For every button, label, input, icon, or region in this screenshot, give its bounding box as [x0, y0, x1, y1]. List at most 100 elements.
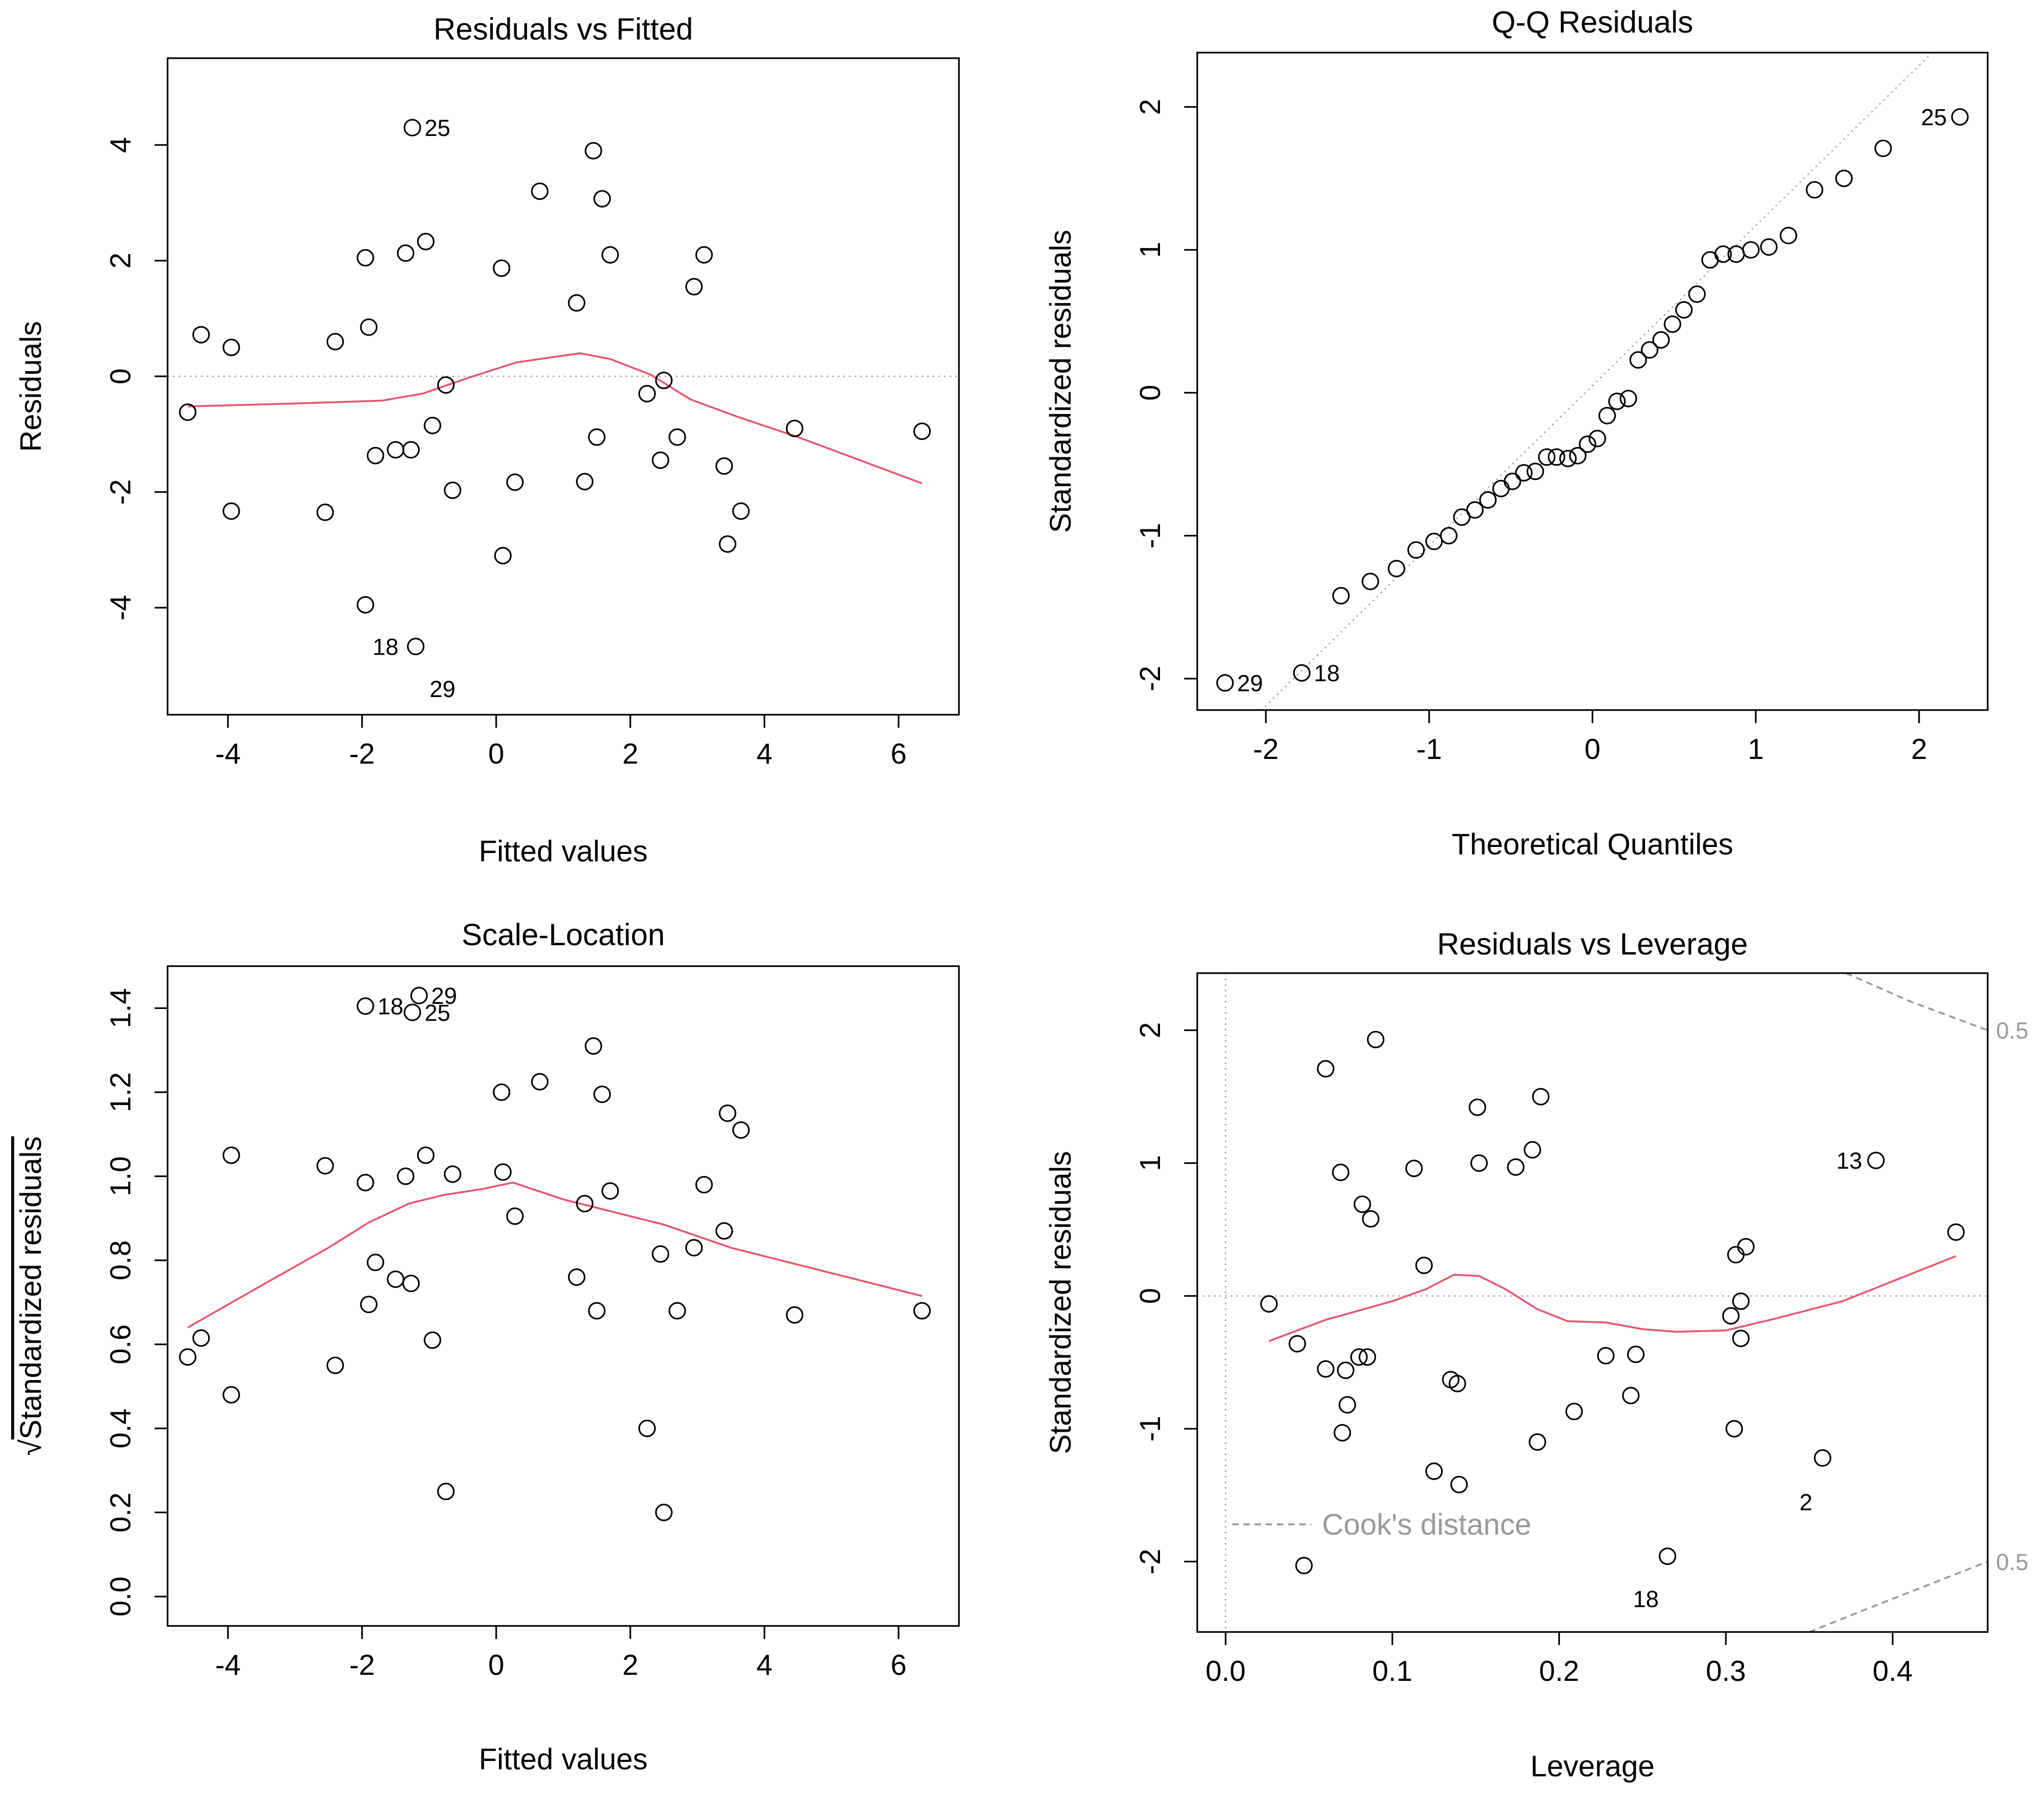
- data-point: [1407, 541, 1425, 559]
- data-point: [404, 119, 421, 136]
- point-label: 29: [1237, 670, 1263, 697]
- point-label: 2: [1800, 1489, 1813, 1515]
- data-point: [1664, 315, 1681, 333]
- y-axis-title: Standardized residuals: [1044, 1151, 1077, 1454]
- y-tick-label: 0.8: [105, 1240, 137, 1280]
- data-point: [444, 1165, 462, 1183]
- data-point: [601, 246, 619, 264]
- data-point: [1806, 181, 1823, 199]
- plot-area: [187, 1181, 923, 1328]
- data-point: [1579, 435, 1597, 453]
- cook-level-label-lower: 0.5: [1996, 1549, 2029, 1575]
- data-point: [1337, 1361, 1355, 1379]
- plot-area: [1197, 973, 1988, 1632]
- data-point: [786, 420, 803, 437]
- y-tick-label: -4: [105, 595, 137, 621]
- data-point: [404, 1003, 421, 1022]
- point-label: 18: [372, 634, 398, 660]
- data-point: [1332, 587, 1350, 605]
- plot-area: [1260, 53, 1933, 710]
- smooth-trend-line: [188, 352, 923, 484]
- y-axis-title: √Standardized residuals: [14, 1136, 47, 1456]
- point-label: 18: [378, 994, 404, 1020]
- x-tick-label: -1: [1417, 733, 1442, 765]
- data-point: [1867, 1151, 1885, 1169]
- data-point: [1479, 491, 1497, 509]
- data-point: [588, 428, 606, 446]
- cook-distance-curve-lower: [1808, 1560, 1988, 1632]
- data-point: [913, 1302, 931, 1320]
- smooth-trend-line: [1268, 1255, 1956, 1342]
- data-point: [531, 182, 549, 200]
- data-point: [593, 190, 611, 208]
- data-point: [1569, 447, 1587, 465]
- y-tick-label: 1: [1134, 1155, 1167, 1171]
- x-tick-label: 2: [622, 738, 638, 770]
- plot-frame: [1196, 52, 1989, 711]
- data-point: [1358, 1348, 1376, 1366]
- data-point: [715, 457, 733, 475]
- data-point: [1597, 1347, 1615, 1365]
- data-point: [1405, 1159, 1423, 1178]
- data-point: [655, 372, 673, 389]
- x-axis-title: Leverage: [1531, 1749, 1655, 1783]
- data-point: [1293, 664, 1311, 682]
- x-tick-label: 0.3: [1706, 1655, 1746, 1687]
- data-point: [402, 441, 420, 459]
- y-tick-label: 1: [1134, 242, 1167, 257]
- data-point: [1453, 508, 1471, 526]
- data-point: [1714, 245, 1732, 263]
- cook-legend-label: Cook's distance: [1322, 1508, 1531, 1541]
- data-point: [719, 535, 736, 553]
- data-point: [652, 451, 669, 469]
- data-point: [1260, 1295, 1278, 1313]
- data-point: [417, 233, 435, 251]
- data-point: [568, 294, 586, 312]
- data-point: [360, 318, 378, 336]
- y-tick-label: 0: [105, 368, 137, 384]
- cook-level-label-upper: 0.5: [1996, 1018, 2029, 1044]
- data-point: [417, 1146, 435, 1164]
- point-label: 29: [431, 983, 457, 1009]
- data-point: [568, 1268, 586, 1286]
- data-point: [1608, 393, 1626, 410]
- data-point: [1504, 473, 1521, 490]
- smooth-trend-line: [187, 1181, 923, 1328]
- data-point: [444, 481, 462, 499]
- y-tick-label: 1.2: [105, 1072, 137, 1112]
- data-point: [1627, 1346, 1645, 1363]
- y-tick-label: 0.4: [105, 1408, 137, 1449]
- data-point: [397, 1167, 415, 1185]
- chart-panel-1: 25 18 29 -4 -2 0 2 4 6 -4 -2 0 2 4 Residuals vs Fitted…: [14, 12, 960, 868]
- data-point: [668, 1302, 686, 1320]
- data-point: [1388, 560, 1405, 577]
- data-point: [387, 441, 405, 459]
- data-point: [1559, 450, 1577, 467]
- y-tick-label: -2: [105, 479, 137, 505]
- data-point: [1732, 1329, 1750, 1347]
- data-point: [1619, 390, 1637, 407]
- y-tick-label: -1: [1134, 1416, 1167, 1442]
- y-tick-label: 4: [105, 137, 137, 153]
- data-point: [1317, 1360, 1335, 1378]
- x-tick-label: 0.1: [1372, 1655, 1412, 1687]
- data-point: [588, 1302, 606, 1320]
- data-point: [437, 1483, 455, 1500]
- data-point: [1835, 169, 1853, 187]
- data-point: [1367, 1030, 1385, 1049]
- data-point: [424, 1331, 441, 1349]
- data-point: [397, 244, 415, 262]
- data-point: [326, 332, 344, 351]
- plot-frame: [167, 57, 960, 716]
- chart-panel-2: 29 18 25 -2 -1 0 1 2 -2 -1 0 1 2 Q-Q Residuals Theoret…: [1044, 5, 1989, 861]
- panel-title: Residuals vs Leverage: [1437, 927, 1748, 961]
- x-tick-label: 0: [488, 1649, 504, 1681]
- data-point: [593, 1085, 611, 1104]
- data-point: [179, 403, 196, 421]
- data-point: [1548, 448, 1565, 466]
- data-point: [223, 502, 240, 520]
- y-tick-label: 0.2: [105, 1492, 137, 1532]
- data-point: [1425, 533, 1443, 550]
- data-point: [695, 1176, 713, 1194]
